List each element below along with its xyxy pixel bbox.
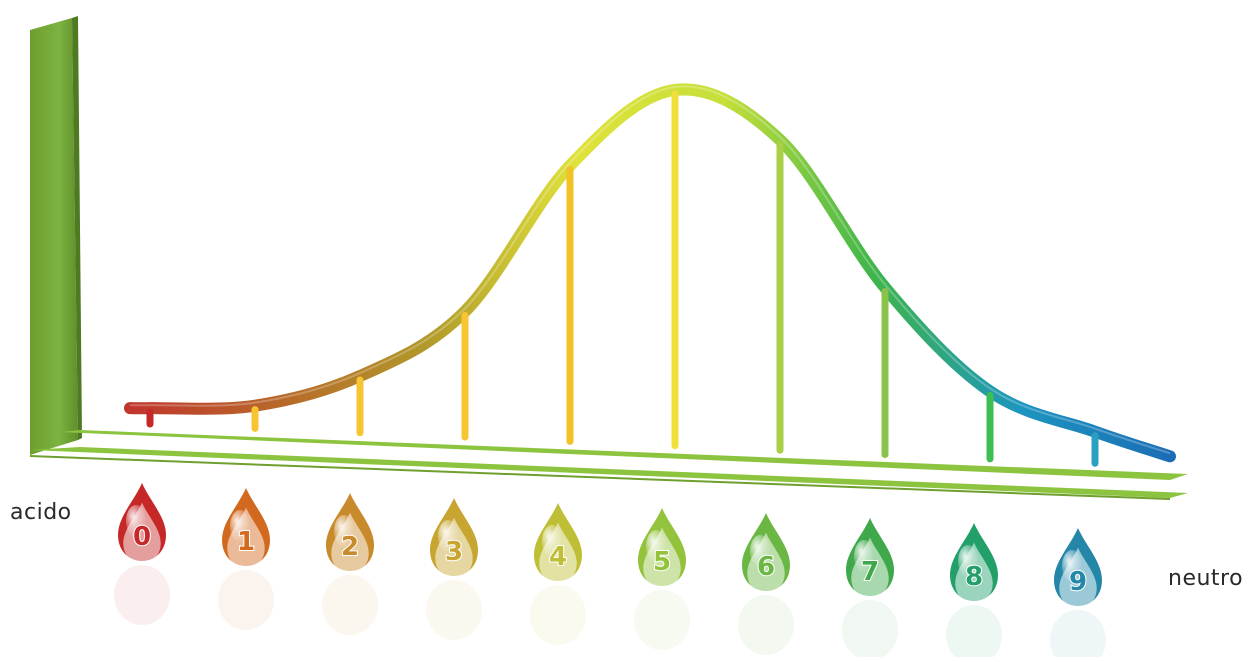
tick-label-7: 7	[861, 557, 879, 587]
drop-reflection	[738, 595, 794, 655]
tick-label-3: 3	[445, 537, 463, 567]
drop-reflection	[322, 575, 378, 635]
drop-0: 0	[114, 483, 170, 625]
ph-curve-highlight	[129, 85, 1171, 455]
y-axis-pillar	[30, 16, 82, 455]
drop-shine	[126, 505, 146, 537]
rail-top	[60, 430, 1188, 480]
drop-4: 4	[530, 503, 586, 645]
tick-label-8: 8	[965, 562, 983, 592]
label-neutro: neutro	[1168, 566, 1244, 591]
drop-7: 7	[842, 518, 898, 660]
drop-3: 3	[426, 498, 482, 640]
drop-reflection	[426, 580, 482, 640]
pillar-front	[30, 18, 78, 455]
drop-reflection	[634, 590, 690, 650]
drop-reflection	[530, 585, 586, 645]
ph-curve-line	[124, 83, 1176, 463]
drop-2: 2	[322, 493, 378, 635]
drop-8: 8	[946, 523, 1002, 662]
tick-label-4: 4	[549, 542, 567, 572]
tick-label-5: 5	[653, 547, 671, 577]
drop-shine	[750, 535, 770, 567]
x-axis-rails	[30, 430, 1188, 500]
tick-label-0: 0	[133, 522, 151, 552]
drop-9: 9	[1050, 528, 1106, 662]
rail-floor	[30, 455, 1170, 500]
rail-bottom	[30, 447, 1188, 498]
drop-shine	[230, 510, 250, 542]
drop-shine	[438, 520, 458, 552]
drop-shine	[958, 545, 978, 577]
tick-label-1: 1	[237, 527, 255, 557]
drop-reflection	[218, 570, 274, 630]
drop-1: 1	[218, 488, 274, 630]
drop-reflection	[114, 565, 170, 625]
drops-group: 0 1 2 3 4 5 6 7 8 9	[114, 483, 1106, 662]
tick-label-2: 2	[341, 532, 359, 562]
stems-group	[146, 90, 1099, 467]
drop-reflection	[1050, 610, 1106, 662]
drop-reflection	[946, 605, 1002, 662]
label-acido: acido	[10, 500, 72, 525]
drop-shine	[1062, 550, 1082, 582]
pillar-side	[72, 16, 82, 440]
tick-label-9: 9	[1069, 567, 1087, 597]
drop-5: 5	[634, 508, 690, 650]
drop-6: 6	[738, 513, 794, 655]
drop-shine	[646, 530, 666, 562]
drop-shine	[542, 525, 562, 557]
tick-label-6: 6	[757, 552, 775, 582]
drop-reflection	[842, 600, 898, 660]
curve-ribbon-group	[124, 83, 1176, 463]
drop-shine	[854, 540, 874, 572]
drop-shine	[334, 515, 354, 547]
